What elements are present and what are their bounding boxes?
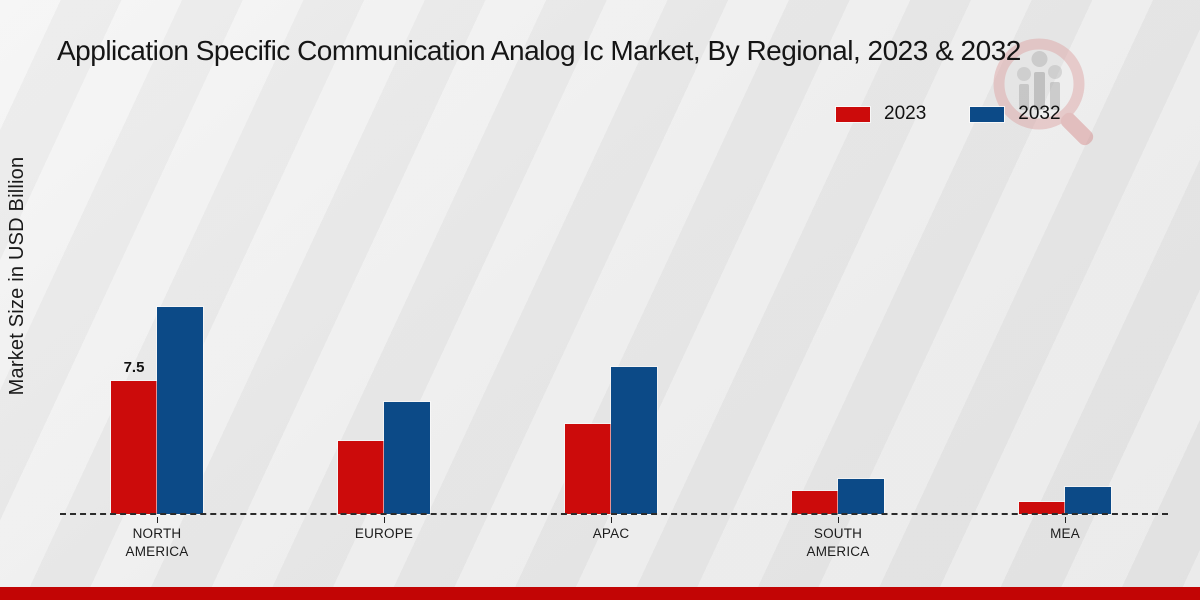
x-axis-baseline xyxy=(60,513,1168,515)
bar-2023-south-america xyxy=(792,491,838,514)
bar-2032-mea xyxy=(1065,487,1111,514)
x-tick-apac xyxy=(611,517,612,523)
bar-2032-apac xyxy=(611,367,657,514)
bar-2023-north-america xyxy=(111,381,157,514)
x-tick-europe xyxy=(384,517,385,523)
legend-label-2023: 2023 xyxy=(884,103,927,124)
legend: 2023 2032 xyxy=(836,103,1061,125)
bar-2032-south-america xyxy=(838,479,884,514)
x-axis-label-apac: APAC xyxy=(592,526,630,541)
x-axis-label-south-america: SOUTH AMERICA xyxy=(806,526,870,559)
legend-item-2023: 2023 xyxy=(836,103,926,125)
legend-swatch-2032 xyxy=(970,106,1005,122)
x-axis-label-europe: EUROPE xyxy=(354,526,414,541)
legend-item-2032: 2032 xyxy=(970,103,1061,125)
x-tick-mea xyxy=(1065,517,1066,523)
bar-2032-europe xyxy=(384,402,430,514)
x-axis-label-mea: MEA xyxy=(1050,526,1080,541)
x-tick-south-america xyxy=(838,517,839,523)
bar-value-2023-north-america: 7.5 xyxy=(123,359,145,376)
bar-2032-north-america xyxy=(157,307,203,514)
footer-bar xyxy=(0,587,1200,600)
legend-swatch-2023 xyxy=(836,106,870,122)
x-axis-label-north-america: NORTH AMERICA xyxy=(125,526,189,559)
chart-title: Application Specific Communication Analo… xyxy=(57,35,1021,66)
bar-2023-mea xyxy=(1019,502,1065,514)
watermark-logo xyxy=(993,38,1094,146)
legend-label-2032: 2032 xyxy=(1018,103,1061,124)
bar-2023-apac xyxy=(565,424,611,514)
x-tick-north-america xyxy=(157,517,158,523)
bar-2023-europe xyxy=(338,441,384,514)
